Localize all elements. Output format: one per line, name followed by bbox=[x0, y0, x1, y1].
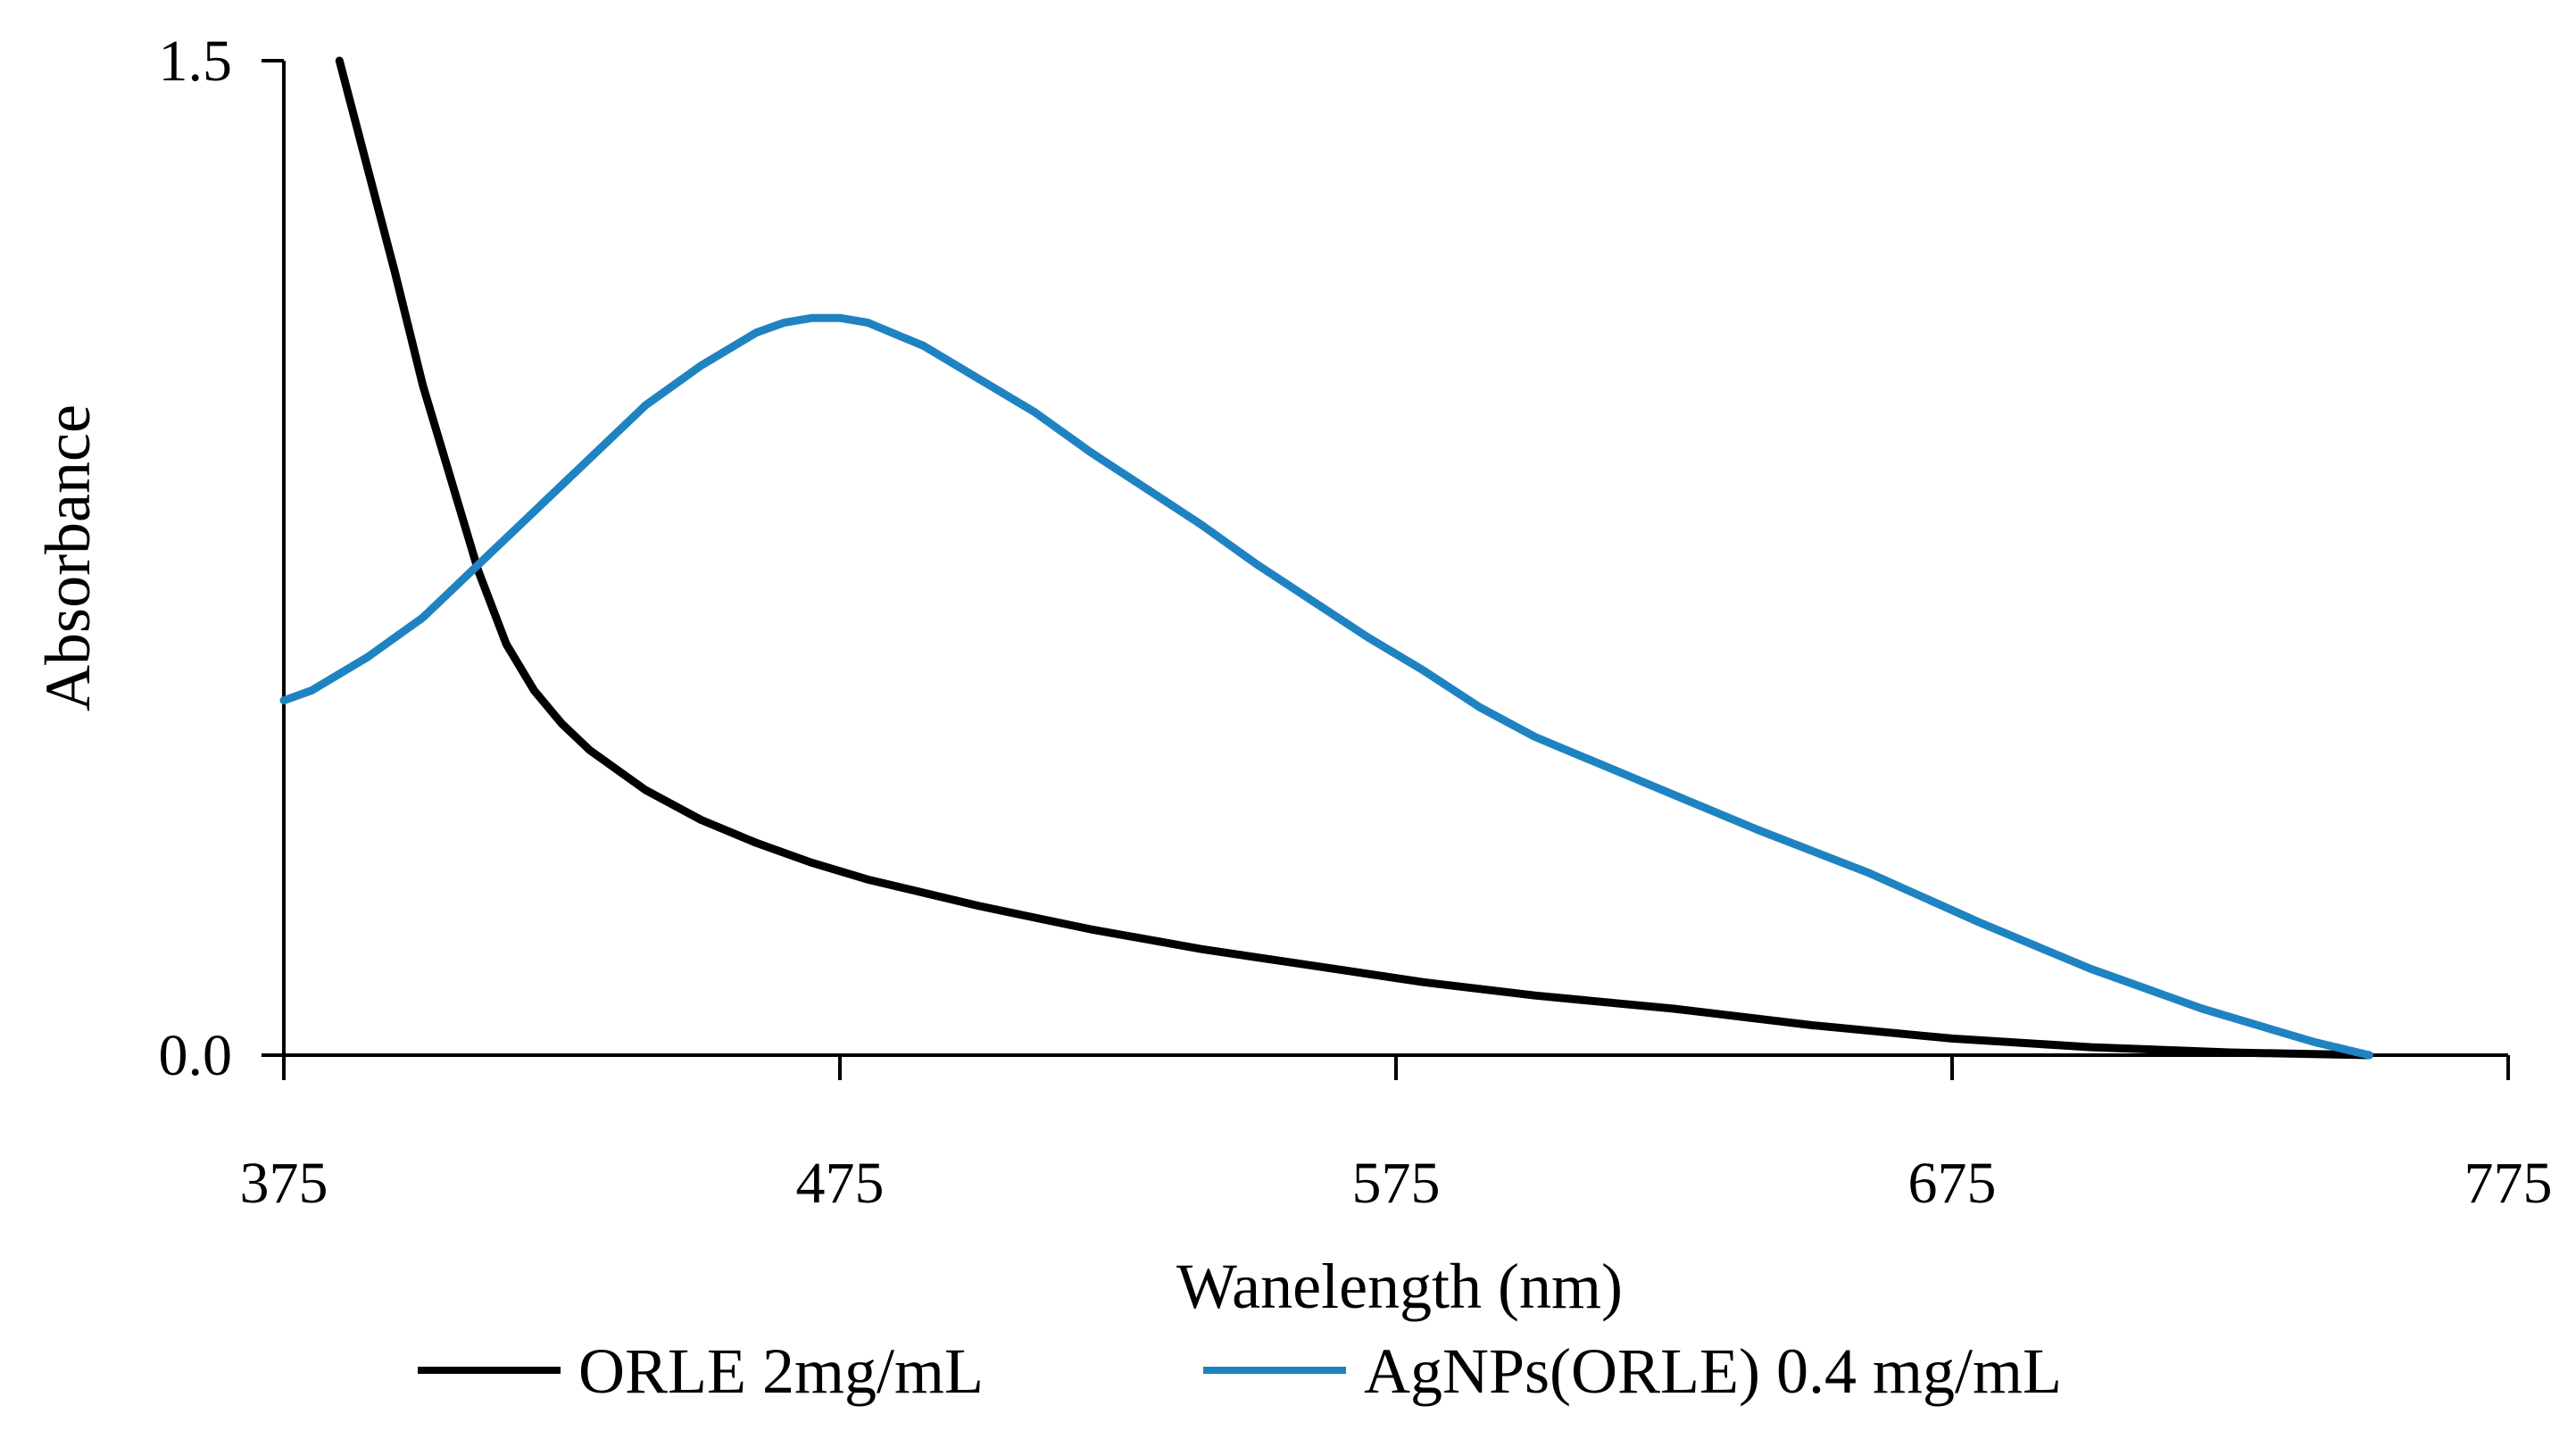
y-tick-label: 1.5 bbox=[159, 29, 233, 94]
series-line-agnps bbox=[279, 313, 2373, 1060]
axis-ticks: 375 475 575 675 775 0.0 1.5 bbox=[159, 29, 2553, 1216]
y-tick-label: 0.0 bbox=[159, 1023, 233, 1088]
legend-label-orle: ORLE 2mg/mL bbox=[578, 1335, 984, 1407]
x-tick-label: 775 bbox=[2464, 1151, 2553, 1216]
x-tick-label: 375 bbox=[240, 1151, 328, 1216]
series-line-orle bbox=[335, 56, 2373, 1060]
x-axis-title: Wanelength (nm) bbox=[1176, 1251, 1623, 1322]
axes bbox=[262, 61, 2508, 1057]
series-lines bbox=[279, 56, 2373, 1060]
legend-label-agnps: AgNPs(ORLE) 0.4 mg/mL bbox=[1364, 1335, 2062, 1407]
y-axis-title: Absorbance bbox=[32, 404, 104, 711]
x-tick-label: 675 bbox=[1908, 1151, 1997, 1216]
x-tick-label: 575 bbox=[1352, 1151, 1441, 1216]
legend: ORLE 2mg/mL AgNPs(ORLE) 0.4 mg/mL bbox=[418, 1335, 2062, 1407]
x-tick-label: 475 bbox=[796, 1151, 885, 1216]
